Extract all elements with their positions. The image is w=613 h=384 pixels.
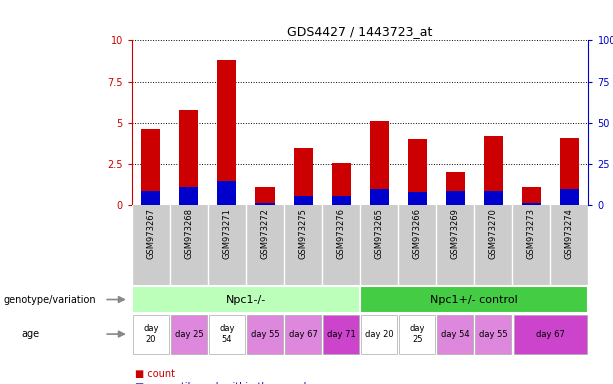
Text: GSM973273: GSM973273 [527,208,536,259]
Bar [142,129,161,205]
Text: day 55: day 55 [251,329,280,339]
Text: age: age [21,329,40,339]
Text: day 54: day 54 [441,329,470,339]
Text: day 67: day 67 [536,329,565,339]
Text: GSM973269: GSM973269 [451,208,460,259]
Bar [408,139,427,205]
Bar [256,187,275,205]
Bar [370,121,389,205]
Bar [246,205,284,286]
Text: Npc1+/- control: Npc1+/- control [430,295,518,305]
Bar [476,314,511,354]
Bar [294,148,313,205]
Bar [436,205,474,286]
Text: Npc1-/-: Npc1-/- [226,295,266,305]
Bar [208,205,246,286]
Text: GSM973274: GSM973274 [565,208,574,259]
Bar [360,286,588,313]
Bar [514,314,587,354]
Bar [256,203,275,205]
Bar [171,314,207,354]
Text: GSM973267: GSM973267 [147,208,155,259]
Bar [484,136,503,205]
Bar [399,314,435,354]
Text: GSM973272: GSM973272 [261,208,270,259]
Text: GSM973271: GSM973271 [223,208,232,259]
Bar [560,138,579,205]
Text: day 25: day 25 [175,329,203,339]
Bar [284,205,322,286]
Bar [370,189,389,205]
Text: day 67: day 67 [289,329,318,339]
Bar [323,314,359,354]
Text: GSM973270: GSM973270 [489,208,498,259]
Text: day 20: day 20 [365,329,394,339]
Text: GSM973268: GSM973268 [185,208,193,259]
Bar [294,196,313,205]
Bar [398,205,436,286]
Bar [360,205,398,286]
Bar [133,314,169,354]
Bar [209,314,245,354]
Bar [132,205,170,286]
Bar [218,60,237,205]
Title: GDS4427 / 1443723_at: GDS4427 / 1443723_at [287,25,433,38]
Bar [180,187,199,205]
Text: day 71: day 71 [327,329,356,339]
Bar [170,205,208,286]
Bar [180,110,199,205]
Bar [484,190,503,205]
Bar [446,172,465,205]
Bar [142,190,161,205]
Text: day
25: day 25 [409,324,425,344]
Bar [332,162,351,205]
Bar [550,205,588,286]
Bar [247,314,283,354]
Text: ■ count: ■ count [135,369,175,379]
Bar [218,181,237,205]
Text: genotype/variation: genotype/variation [3,295,96,305]
Bar [446,190,465,205]
Bar [438,314,473,354]
Bar [361,314,397,354]
Bar [560,189,579,205]
Bar [285,314,321,354]
Bar [322,205,360,286]
Bar [522,187,541,205]
Bar [408,192,427,205]
Bar [512,205,550,286]
Bar [132,286,360,313]
Text: day
20: day 20 [143,324,159,344]
Text: GSM973276: GSM973276 [337,208,346,259]
Text: ■ percentile rank within the sample: ■ percentile rank within the sample [135,382,312,384]
Text: GSM973265: GSM973265 [375,208,384,259]
Bar [474,205,512,286]
Bar [332,195,351,205]
Text: GSM973275: GSM973275 [299,208,308,259]
Text: day 55: day 55 [479,329,508,339]
Text: day
54: day 54 [219,324,235,344]
Text: GSM973266: GSM973266 [413,208,422,259]
Bar [522,203,541,205]
